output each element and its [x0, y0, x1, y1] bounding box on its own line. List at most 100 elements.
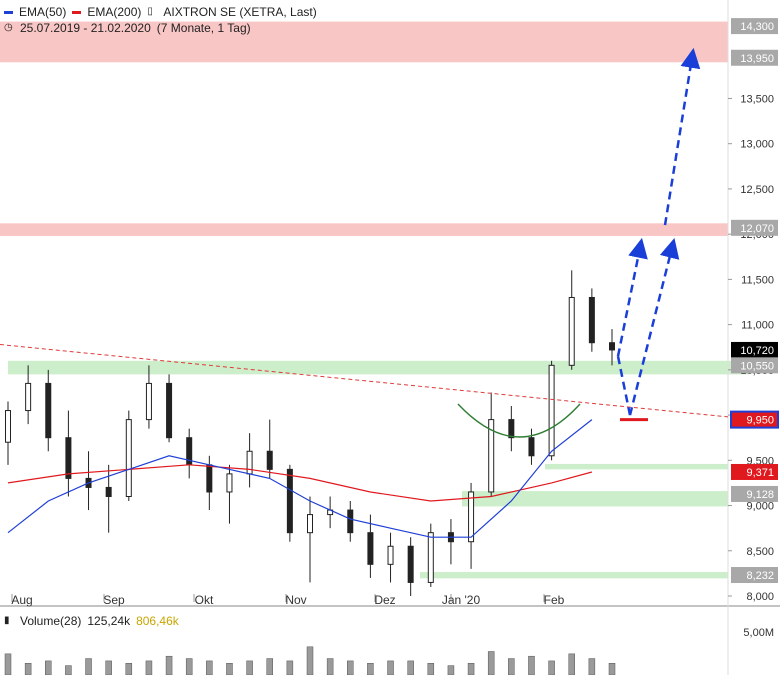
candle — [427, 523, 434, 587]
level-badge-label: 10,720 — [740, 345, 774, 357]
candle — [588, 288, 595, 352]
volume-bar — [528, 655, 535, 675]
candle-body — [25, 382, 32, 412]
candle — [407, 537, 414, 596]
level-badge-box — [731, 567, 778, 584]
candle-body — [367, 532, 374, 565]
volume-bar — [4, 653, 12, 675]
level-badge-label: 10,550 — [740, 360, 774, 372]
candles-layer — [5, 270, 615, 596]
zones-layer — [0, 21, 748, 579]
resistance-zone-12070 — [0, 223, 728, 236]
candle — [125, 410, 132, 502]
candle-body — [548, 364, 555, 457]
candle — [286, 464, 293, 542]
candle-body — [468, 491, 475, 543]
clock-icon: ◷ — [4, 22, 13, 33]
support-zone-8232 — [420, 572, 728, 579]
level-badge: 14,300 — [731, 18, 778, 35]
candle-body — [387, 545, 394, 565]
ema200-swatch — [72, 10, 82, 14]
volume-panel: 5,00M — [4, 627, 774, 675]
candle — [226, 464, 233, 524]
ema50-line — [7, 419, 593, 538]
y-tick-label: 11,000 — [741, 320, 774, 332]
level-badge-label: 14,300 — [740, 21, 774, 33]
candle-body — [105, 486, 112, 497]
candle-body — [568, 296, 575, 366]
period-label: 25.07.2019 - 21.02.2020 — [20, 21, 151, 35]
volume-current: 125,24k — [87, 614, 131, 628]
candle-body — [588, 296, 595, 344]
x-tick-label: Jan '20 — [442, 593, 481, 607]
candle — [25, 365, 32, 425]
volume-bar — [45, 660, 52, 675]
volume-bar — [226, 663, 233, 675]
y-tick-label: 8,000 — [746, 591, 774, 603]
forecast-arrow — [616, 237, 648, 357]
volume-bar — [326, 658, 334, 675]
x-tick-label: Nov — [285, 593, 306, 607]
volume-bar — [266, 658, 273, 675]
volume-bar — [608, 663, 616, 675]
ema200-label: EMA(200) — [87, 5, 142, 19]
y-axis: 8,0008,5009,0009,50010,00010,50011,00011… — [728, 18, 779, 603]
x-tick-label: Feb — [544, 593, 565, 607]
volume-avg: 806,46k — [136, 614, 179, 628]
candle-body — [488, 419, 495, 493]
chart-legend: EMA(50) EMA(200) ▯ AIXTRON SE (XETRA, La… — [4, 4, 317, 36]
downtrend-line — [0, 344, 729, 418]
candle — [145, 365, 152, 429]
volume-bar — [246, 660, 253, 675]
level-badge-box — [731, 341, 778, 358]
level-badge: 9,371 — [731, 463, 778, 480]
volume-bar — [387, 660, 394, 675]
volume-bar — [286, 660, 294, 675]
candle-body — [347, 509, 354, 534]
resistance-zone-top — [0, 21, 728, 63]
y-tick-label: 9,000 — [746, 501, 774, 513]
volume-bar — [105, 660, 112, 675]
forecast-arrow — [628, 238, 680, 416]
level-badge-label: 9,950 — [746, 415, 774, 427]
x-axis: Aug Sep Okt Nov Dez Jan '20 Feb — [11, 593, 564, 607]
level-badge-box — [731, 219, 778, 236]
level-badge-box — [730, 410, 779, 429]
candle — [327, 496, 334, 529]
volume-bar — [65, 665, 72, 675]
volume-bar — [85, 658, 92, 675]
y-tick-label: 13,000 — [740, 139, 774, 151]
candle-body — [45, 382, 52, 439]
volume-bar — [165, 655, 173, 675]
ema50-label: EMA(50) — [19, 5, 67, 19]
volume-bar — [508, 658, 515, 675]
candle — [528, 428, 535, 465]
forecast-arrow — [663, 47, 701, 226]
volume-bar — [588, 658, 596, 675]
volume-bars-icon: ▮ — [4, 615, 10, 626]
volume-bar — [548, 660, 555, 675]
volume-bar — [206, 660, 213, 675]
level-badge-label: 13,950 — [740, 53, 774, 65]
candle — [387, 532, 394, 583]
candle — [488, 392, 495, 497]
level-badge-box — [731, 49, 778, 66]
volume-label: Volume(28) — [20, 614, 82, 628]
ema200-line — [7, 464, 593, 502]
candle — [468, 482, 475, 569]
candle-body — [407, 545, 414, 583]
candle — [166, 374, 173, 443]
candle — [246, 433, 253, 488]
candle-body — [166, 382, 173, 439]
x-tick-label: Dez — [374, 593, 395, 607]
volume-bar — [367, 663, 374, 675]
candle-body — [5, 410, 11, 443]
volume-tick-label: 5,00M — [743, 627, 774, 639]
candle-body — [307, 514, 313, 534]
candle-body — [65, 437, 72, 479]
y-tick-label: 11,500 — [741, 274, 774, 286]
candle — [447, 519, 454, 565]
y-tick-label: 12,500 — [740, 184, 774, 196]
level-badge-box — [731, 485, 778, 502]
